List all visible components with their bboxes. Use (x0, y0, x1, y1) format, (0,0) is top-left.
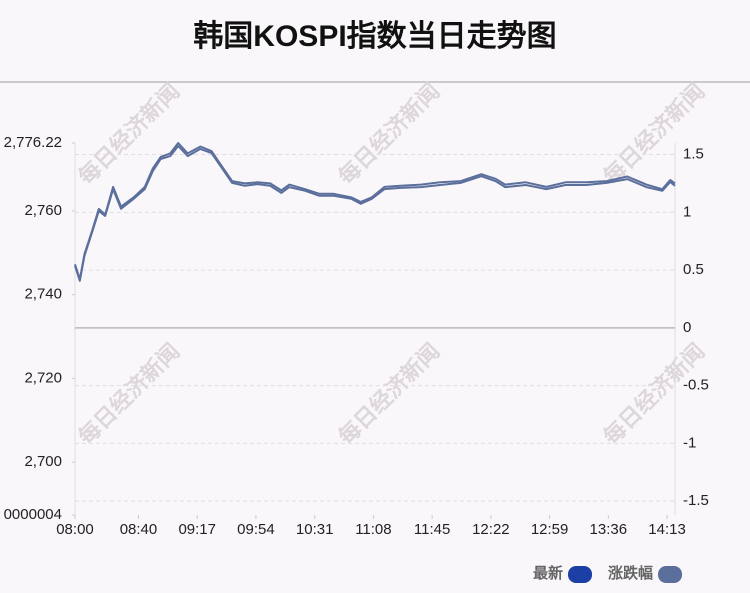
y-tick-label: 2,760 (24, 202, 62, 219)
x-tick-label: 12:22 (472, 521, 510, 538)
legend-swatch (568, 566, 593, 583)
y2-tick-label: 0.5 (683, 261, 704, 278)
y-tick-label: 2,700 (24, 453, 62, 470)
x-tick-label: 14:13 (648, 521, 686, 538)
line-series (74, 145, 676, 282)
x-tick-label: 12:59 (531, 521, 569, 538)
legend-swatch (658, 566, 683, 583)
x-tick-label: 08:40 (120, 521, 158, 538)
x-tick-label: 09:17 (178, 521, 216, 538)
y-tick-label: 2,776.22 (4, 134, 62, 151)
y2-tick-label: -1.5 (683, 492, 709, 509)
y-tick-label: 2,740 (24, 286, 62, 303)
line-series (74, 142, 676, 281)
y2-tick-label: 0 (683, 319, 691, 336)
y-tick-label: 2,720 (24, 369, 62, 386)
chart-title: 韩国KOSPI指数当日走势图 (193, 20, 556, 53)
legend-label: 最新 (533, 564, 563, 582)
x-tick-label: 10:31 (296, 521, 334, 538)
y2-tick-label: 1 (683, 203, 691, 220)
x-tick-label: 09:54 (237, 521, 275, 538)
x-tick-label: 11:45 (414, 521, 450, 538)
y2-tick-label: -1 (683, 434, 696, 451)
legend-label: 涨跌幅 (608, 564, 653, 582)
x-tick-label: 13:36 (590, 521, 628, 538)
x-tick-label: 11:08 (355, 521, 391, 538)
y2-tick-label: 1.5 (683, 146, 704, 163)
x-tick-label: 08:00 (56, 521, 94, 538)
y-tick-label: 0000004 (4, 506, 62, 523)
y2-tick-label: -0.5 (683, 377, 709, 394)
